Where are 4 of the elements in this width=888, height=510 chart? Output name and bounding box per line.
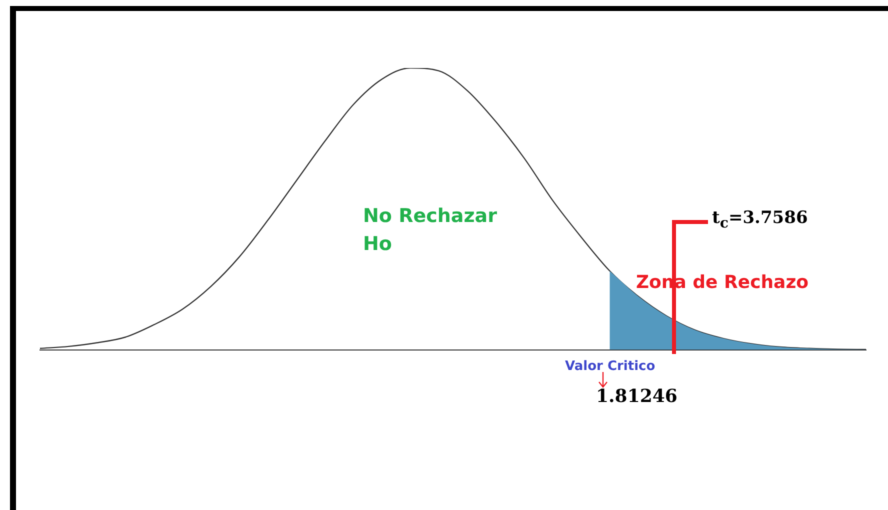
annotation: No Rechazar Ho — [363, 204, 498, 257]
text: Valor Critico — [565, 359, 656, 374]
text: 1.81246 — [596, 386, 678, 407]
annotation: t$_{c}$=3.7586 — [712, 208, 808, 232]
